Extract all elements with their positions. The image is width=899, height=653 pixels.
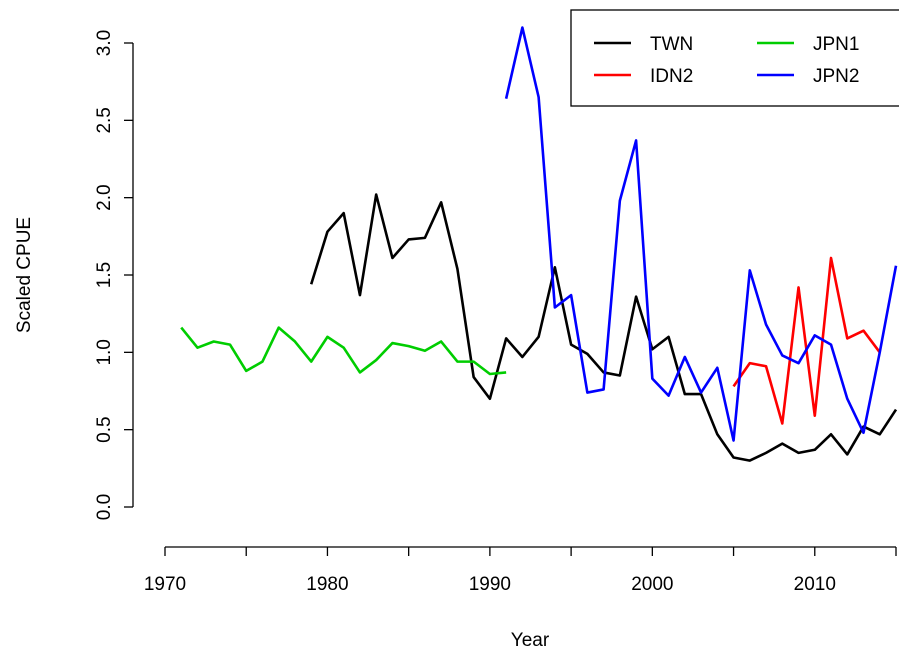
x-axis-label: Year — [511, 630, 550, 651]
x-tick-label: 2000 — [631, 574, 673, 595]
x-tick-label: 1970 — [144, 574, 186, 595]
series-line — [180, 326, 507, 376]
x-tick-label: 1990 — [469, 574, 511, 595]
legend: TWN IDN2 JPN1 JPN2 — [570, 9, 899, 107]
y-tick-label: 1.0 — [94, 339, 115, 365]
x-tick-label: 1980 — [306, 574, 348, 595]
legend-label: IDN2 — [650, 66, 693, 87]
y-tick-label: 0.0 — [94, 494, 115, 520]
legend-label: TWN — [650, 34, 693, 55]
legend-box — [570, 9, 899, 107]
series-line — [732, 256, 881, 425]
x-tick-label: 2010 — [794, 574, 836, 595]
legend-label: JPN2 — [813, 66, 859, 87]
legend-label: JPN1 — [813, 34, 859, 55]
y-tick-label: 3.0 — [94, 30, 115, 56]
y-tick-label: 2.0 — [94, 184, 115, 210]
series-line — [504, 26, 898, 442]
y-axis-label: Scaled CPUE — [14, 217, 35, 333]
y-tick-label: 1.5 — [94, 262, 115, 288]
y-tick-label: 0.5 — [94, 416, 115, 442]
series-line — [309, 193, 898, 462]
y-tick-label: 2.5 — [94, 107, 115, 133]
